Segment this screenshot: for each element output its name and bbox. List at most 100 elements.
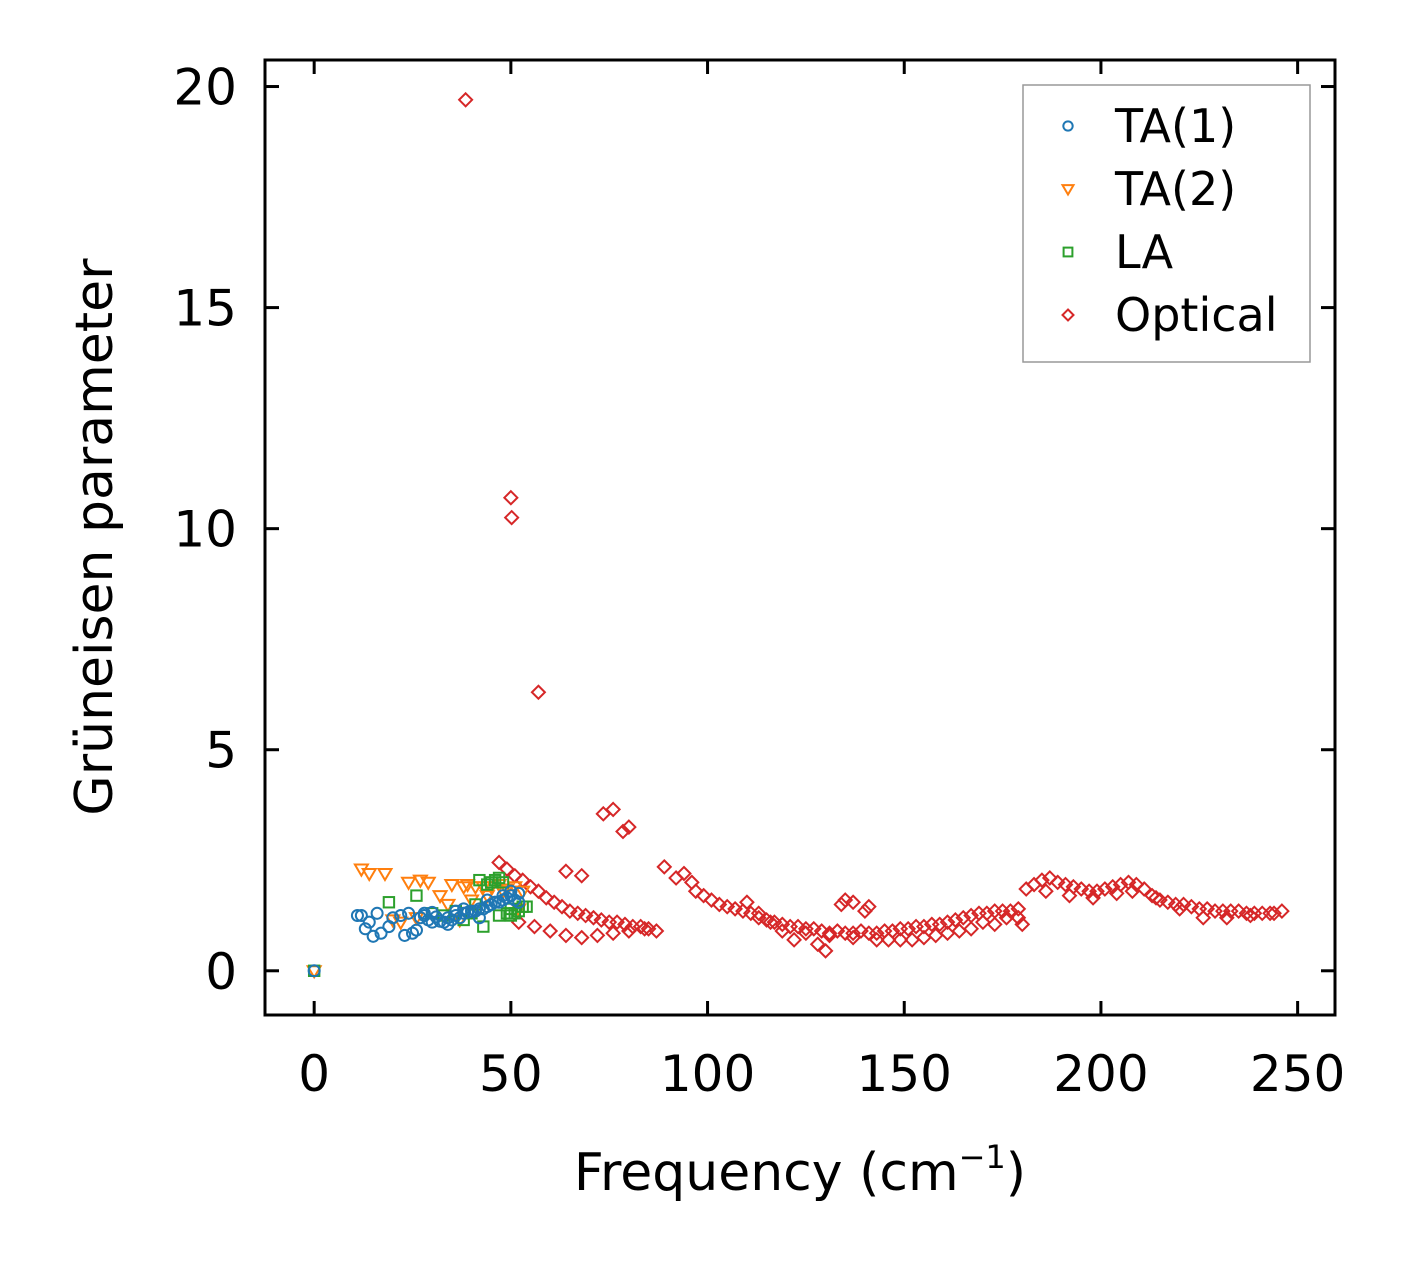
- data-point: [538, 889, 555, 906]
- data-point: [402, 906, 416, 920]
- data-point: [499, 861, 515, 878]
- data-point: [472, 902, 486, 916]
- data-point: [1014, 916, 1031, 933]
- data-point: [410, 889, 423, 902]
- data-point: [1034, 872, 1050, 889]
- data-point: [400, 876, 417, 891]
- data-point: [354, 908, 368, 923]
- legend-label: TA(2): [1114, 162, 1236, 216]
- data-point: [431, 890, 449, 905]
- data-point: [480, 893, 494, 907]
- legend-entry: TA(1): [1062, 99, 1236, 153]
- data-point: [530, 684, 547, 701]
- data-point: [797, 925, 814, 942]
- data-point: [554, 898, 570, 915]
- data-point: [492, 909, 506, 922]
- x-tick-label: 250: [1250, 1045, 1345, 1103]
- data-point: [573, 867, 590, 884]
- data-point: [1002, 903, 1019, 920]
- data-point: [939, 914, 956, 931]
- data-point: [821, 927, 838, 944]
- data-point: [488, 895, 502, 909]
- data-point: [1085, 889, 1101, 906]
- data-point: [860, 898, 877, 915]
- x-tick-label: 150: [857, 1045, 952, 1103]
- y-tick-label: 15: [173, 280, 237, 338]
- data-point: [589, 927, 606, 944]
- data-point: [441, 917, 455, 931]
- data-point: [1218, 909, 1235, 926]
- data-point: [845, 929, 862, 946]
- data-point: [845, 894, 862, 911]
- data-point: [868, 931, 885, 948]
- x-axis-label: Frequency (cm−1): [574, 1138, 1026, 1203]
- data-point: [856, 903, 873, 920]
- data-point: [512, 895, 526, 909]
- data-point: [738, 894, 755, 911]
- data-point: [502, 489, 519, 506]
- data-point: [687, 883, 704, 900]
- data-point: [845, 925, 862, 942]
- y-tick-label: 0: [205, 943, 237, 1001]
- data-point: [491, 854, 507, 871]
- data-point: [1171, 900, 1188, 917]
- data-point: [360, 867, 378, 882]
- legend-entry: TA(2): [1060, 162, 1236, 216]
- data-point: [573, 929, 590, 946]
- data-point: [449, 904, 463, 918]
- data-point: [900, 920, 917, 937]
- data-point: [455, 881, 472, 896]
- data-point: [558, 863, 574, 880]
- data-point: [605, 925, 622, 942]
- data-point: [1128, 876, 1145, 893]
- data-point: [496, 889, 510, 903]
- axes: 0 50 100 150 200 250 0 5 10 15 20: [173, 59, 1345, 1103]
- data-point: [615, 823, 631, 840]
- data-point: [1010, 900, 1027, 917]
- data-point: [939, 925, 956, 942]
- data-point: [750, 905, 767, 922]
- data-point: [382, 896, 396, 909]
- data-point: [1124, 883, 1141, 900]
- legend-marker-circle: [1062, 120, 1074, 132]
- y-tick-label: 5: [205, 722, 237, 780]
- data-point: [656, 858, 673, 875]
- data-point: [880, 931, 897, 948]
- data-point: [362, 915, 376, 929]
- data-point: [620, 819, 637, 836]
- legend: TA(1) TA(2) LA Optical: [1022, 84, 1311, 363]
- data-point: [457, 91, 474, 108]
- legend-entries: TA(1) TA(2) LA Optical: [1060, 99, 1277, 342]
- data-point: [931, 916, 948, 933]
- legend-entry: LA: [1062, 225, 1174, 279]
- data-point: [786, 931, 803, 948]
- data-point: [558, 927, 574, 944]
- legend-frame: [1022, 84, 1311, 363]
- data-point: [868, 925, 885, 942]
- data-point: [986, 916, 1003, 933]
- data-point: [695, 887, 712, 904]
- x-tick-label: 50: [479, 1045, 543, 1103]
- data-point: [1096, 881, 1113, 897]
- plot-frame: [263, 58, 1337, 1017]
- data-point: [821, 925, 838, 942]
- data-point: [762, 914, 779, 931]
- data-point: [409, 923, 423, 937]
- data-point: [1144, 887, 1160, 904]
- data-point: [420, 876, 437, 891]
- data-point: [809, 936, 826, 953]
- x-axis-label-main: Frequency (cm: [574, 1143, 959, 1203]
- legend-label: TA(1): [1114, 99, 1236, 153]
- x-tick-label: 100: [660, 1045, 755, 1103]
- data-point: [503, 509, 520, 526]
- data-point: [443, 879, 461, 894]
- data-point: [392, 916, 409, 931]
- legend-marker-triangle-down: [1060, 184, 1076, 197]
- data-point: [417, 908, 431, 923]
- data-point: [546, 894, 563, 911]
- data-point: [975, 914, 991, 931]
- data-point: [1136, 881, 1153, 897]
- legend-marker-square: [1062, 246, 1074, 258]
- data-point: [542, 923, 559, 939]
- data-point: [605, 801, 622, 818]
